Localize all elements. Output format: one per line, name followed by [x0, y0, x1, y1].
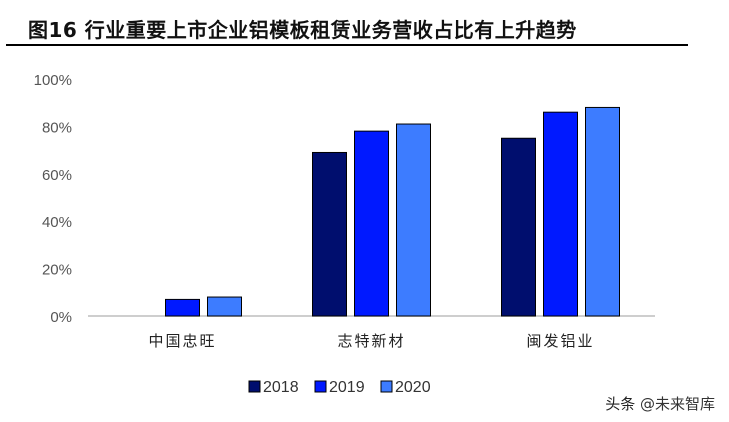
y-tick-label: 0% — [50, 309, 72, 326]
y-tick-label: 100% — [34, 72, 72, 89]
x-category-label: 中国忠旺 — [148, 332, 216, 350]
y-tick-label: 40% — [42, 214, 72, 231]
bar-2018 — [312, 151, 347, 317]
legend-label-2019: 2019 — [329, 379, 365, 396]
legend-swatch-2020 — [380, 380, 393, 393]
y-tick-label: 80% — [42, 119, 72, 136]
x-category-label: 闽发铝业 — [526, 332, 594, 350]
bar-2018 — [501, 137, 536, 317]
figure-title: 图16 行业重要上市企业铝模板租赁业务营收占比有上升趋势 — [28, 18, 577, 42]
y-tick-label: 60% — [42, 167, 72, 184]
title-bar: 图16 行业重要上市企业铝模板租赁业务营收占比有上升趋势 — [6, 6, 688, 46]
bar-2019 — [354, 130, 389, 317]
legend-swatch-2019 — [314, 380, 327, 393]
bar-2019 — [543, 111, 578, 317]
watermark-handle: @未来智库 — [639, 395, 715, 413]
x-category-label: 志特新材 — [337, 332, 405, 350]
watermark-prefix: 头条 — [605, 395, 636, 413]
y-tick-label: 20% — [42, 262, 72, 279]
bar-2020 — [207, 296, 242, 317]
legend-label-2020: 2020 — [395, 379, 431, 396]
bar-2020 — [396, 123, 431, 317]
legend-label-2018: 2018 — [263, 379, 299, 396]
watermark: 头条 @未来智库 — [605, 393, 715, 414]
bar-2020 — [585, 106, 620, 317]
legend-swatch-2018 — [248, 380, 261, 393]
bar-2019 — [165, 298, 200, 317]
